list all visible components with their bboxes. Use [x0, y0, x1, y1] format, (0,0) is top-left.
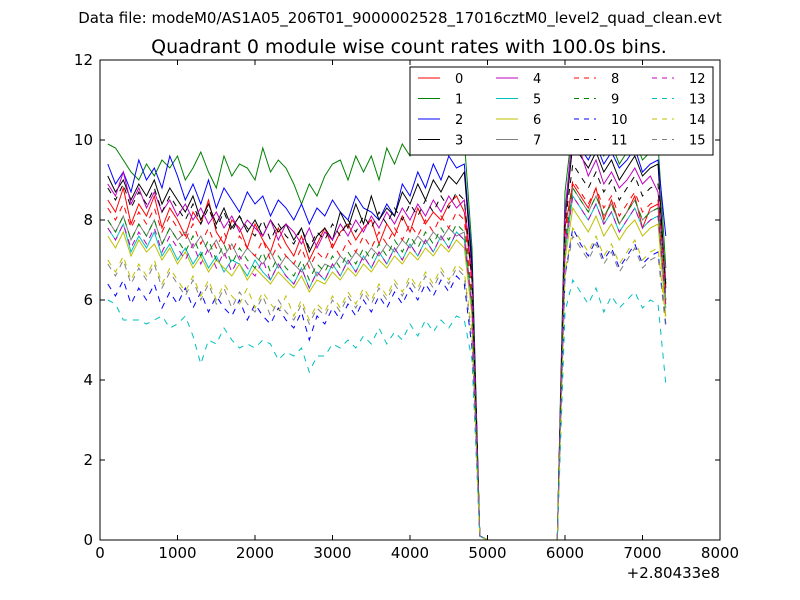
legend-label-4: 4 [533, 72, 541, 87]
legend-label-15: 15 [689, 134, 706, 149]
series-line-15 [107, 234, 667, 541]
legend-label-13: 13 [689, 93, 706, 108]
series-line-7 [107, 186, 667, 541]
series-line-6 [107, 206, 667, 541]
legend-label-6: 6 [533, 113, 541, 128]
x-tick-label: 3000 [313, 544, 351, 562]
legend-label-8: 8 [611, 72, 619, 87]
series-line-8 [107, 178, 667, 541]
x-tick-label: 7000 [623, 544, 661, 562]
series-line-14 [107, 226, 667, 541]
legend-label-12: 12 [689, 72, 706, 87]
series-line-13 [107, 278, 667, 541]
axes-ticks: 0 1000 2000 3000 4000 5000 6000 7000 80000246810… [74, 51, 739, 562]
y-tick-label: 0 [83, 531, 93, 549]
series-line-2 [107, 130, 667, 541]
legend-label-0: 0 [455, 72, 463, 87]
legend-label-9: 9 [611, 93, 619, 108]
series-line-5 [107, 194, 667, 541]
series-line-12 [107, 194, 667, 541]
legend-label-3: 3 [455, 134, 463, 149]
chart-title: Quadrant 0 module wise count rates with … [151, 36, 667, 58]
x-tick-label: 1000 [158, 544, 196, 562]
y-tick-label: 6 [83, 291, 93, 309]
y-tick-label: 4 [83, 371, 93, 389]
series-line-4 [107, 127, 667, 541]
legend-label-10: 10 [611, 113, 628, 128]
series-layer [107, 122, 667, 541]
x-tick-label: 6000 [546, 544, 584, 562]
y-tick-label: 10 [74, 131, 93, 149]
legend-label-11: 11 [611, 134, 628, 149]
y-tick-label: 8 [83, 211, 93, 229]
x-tick-label: 0 [95, 544, 105, 562]
series-line-10 [107, 226, 667, 541]
legend-label-14: 14 [689, 113, 706, 128]
x-offset-text: +2.80433e8 [627, 564, 720, 582]
legend-label-1: 1 [455, 93, 463, 108]
legend-label-7: 7 [533, 134, 541, 149]
x-tick-label: 8000 [701, 544, 739, 562]
x-tick-label: 4000 [391, 544, 429, 562]
x-tick-label: 5000 [468, 544, 506, 562]
series-line-11 [107, 162, 667, 541]
x-tick-label: 2000 [236, 544, 274, 562]
legend-label-2: 2 [455, 113, 463, 128]
y-tick-label: 12 [74, 51, 93, 69]
y-tick-label: 2 [83, 451, 93, 469]
figure-suptitle: Data file: modeM0/AS1A05_206T01_90000025… [78, 9, 722, 27]
legend-label-5: 5 [533, 93, 541, 108]
series-line-9 [107, 186, 667, 541]
legend-box [409, 66, 714, 156]
series-line-0 [107, 182, 667, 541]
